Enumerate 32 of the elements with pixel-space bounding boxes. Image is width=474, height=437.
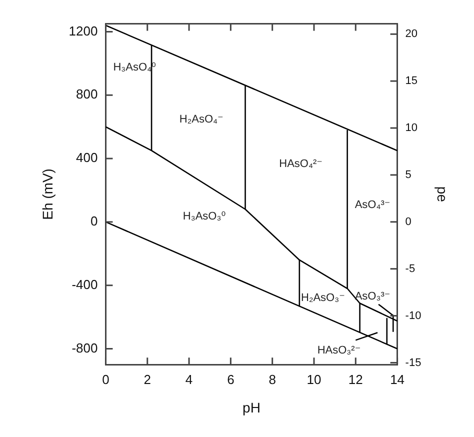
y2-tick-label: 15: [405, 75, 418, 88]
annotation: H₃AsO₃⁰: [182, 210, 226, 222]
y2-tick-label: 20: [405, 28, 418, 40]
x-tick-label: 6: [227, 372, 234, 387]
annotation: AsO₄³⁻: [354, 199, 390, 212]
y-tick-label: -800: [72, 340, 98, 356]
y-tick-label: 1200: [68, 23, 98, 38]
x-tick-label: 4: [185, 372, 193, 387]
annotation: AsO₃³⁻: [354, 290, 390, 302]
x-tick-label: 8: [268, 372, 276, 387]
y2-tick-label: 5: [405, 168, 412, 181]
y-tick-label: -400: [72, 276, 98, 292]
annotation: H₂AsO₃⁻: [300, 292, 346, 304]
y-tick-label: 0: [90, 214, 98, 229]
y2-tick-label: 10: [405, 122, 418, 134]
y2-axis-title: pe: [434, 186, 451, 202]
annotation: H₂AsO₄⁻: [179, 114, 224, 126]
y2-tick-label: -5: [405, 262, 416, 275]
x-tick-label: 14: [390, 372, 405, 387]
x-tick-label: 10: [306, 372, 322, 387]
x-tick-label: 0: [102, 372, 110, 387]
y2-tick-label: -15: [405, 356, 422, 369]
y-tick-label: 400: [76, 150, 98, 166]
x-tick-label: 12: [348, 372, 363, 387]
y-axis-title: Eh (mV): [39, 168, 56, 220]
y2-tick-label: 0: [405, 216, 412, 228]
x-tick-label: 2: [144, 372, 151, 387]
y2-tick-label: -10: [405, 310, 422, 322]
annotation: HAsO₃²⁻: [317, 344, 361, 356]
annotation: HAsO₄²⁻: [279, 158, 323, 170]
x-axis-title: pH: [242, 399, 260, 416]
y-tick-label: 800: [76, 86, 98, 102]
